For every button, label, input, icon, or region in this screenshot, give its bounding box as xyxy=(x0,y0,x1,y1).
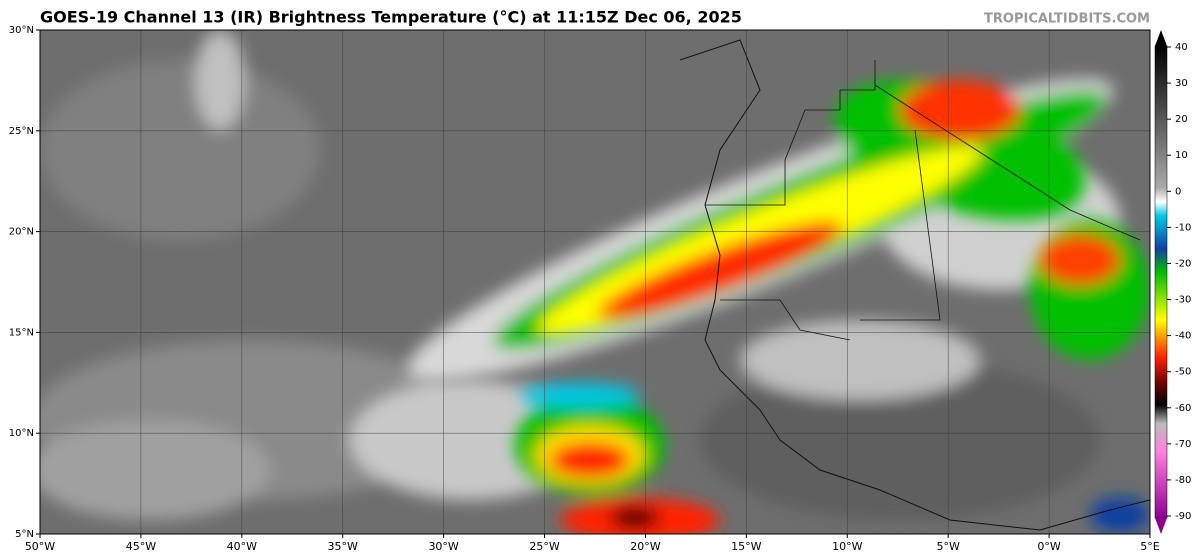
colorbar-label: -70 xyxy=(1175,439,1191,450)
colorbar-label: 0 xyxy=(1175,186,1181,197)
y-tick-label: 30°N xyxy=(9,25,34,36)
x-tick-label: 50°W xyxy=(25,540,55,553)
colorbar-label: -90 xyxy=(1175,511,1191,522)
y-tick-label: 20°N xyxy=(9,227,34,238)
colorbar-label: -30 xyxy=(1175,295,1191,306)
x-tick-label: 5°E xyxy=(1140,540,1159,553)
colorbar-label: -40 xyxy=(1175,331,1191,342)
colorbar-label: -50 xyxy=(1175,367,1191,378)
colorbar-label: -10 xyxy=(1175,222,1191,233)
y-tick-label: 25°N xyxy=(9,126,34,137)
colorbar-label: 20 xyxy=(1175,114,1188,125)
colorbar-label: 10 xyxy=(1175,150,1188,161)
x-tick-label: 15°W xyxy=(731,540,761,553)
x-tick-label: 5°W xyxy=(936,540,959,553)
title: GOES-19 Channel 13 (IR) Brightness Tempe… xyxy=(40,8,742,27)
y-tick-label: 5°N xyxy=(15,529,34,540)
x-tick-label: 0°W xyxy=(1037,540,1060,553)
colorbar-label: -60 xyxy=(1175,403,1191,414)
credit: TROPICALTIDBITS.COM xyxy=(984,12,1150,27)
satellite-image xyxy=(40,30,1150,534)
x-tick-label: 25°W xyxy=(529,540,559,553)
x-tick-label: 45°W xyxy=(126,540,156,553)
x-tick-label: 40°W xyxy=(227,540,257,553)
x-tick-label: 30°W xyxy=(428,540,458,553)
colorbar-label: -20 xyxy=(1175,258,1191,269)
y-tick-label: 10°N xyxy=(9,428,34,439)
map-frame xyxy=(39,29,1151,535)
colorbar-label: 30 xyxy=(1175,78,1188,89)
colorbar-label: -80 xyxy=(1175,475,1191,486)
colorbar xyxy=(1154,30,1168,534)
x-tick-label: 35°W xyxy=(328,540,358,553)
x-tick-label: 20°W xyxy=(630,540,660,553)
x-tick-label: 10°W xyxy=(832,540,862,553)
colorbar-label: 40 xyxy=(1175,42,1188,53)
y-tick-label: 15°N xyxy=(9,327,34,338)
